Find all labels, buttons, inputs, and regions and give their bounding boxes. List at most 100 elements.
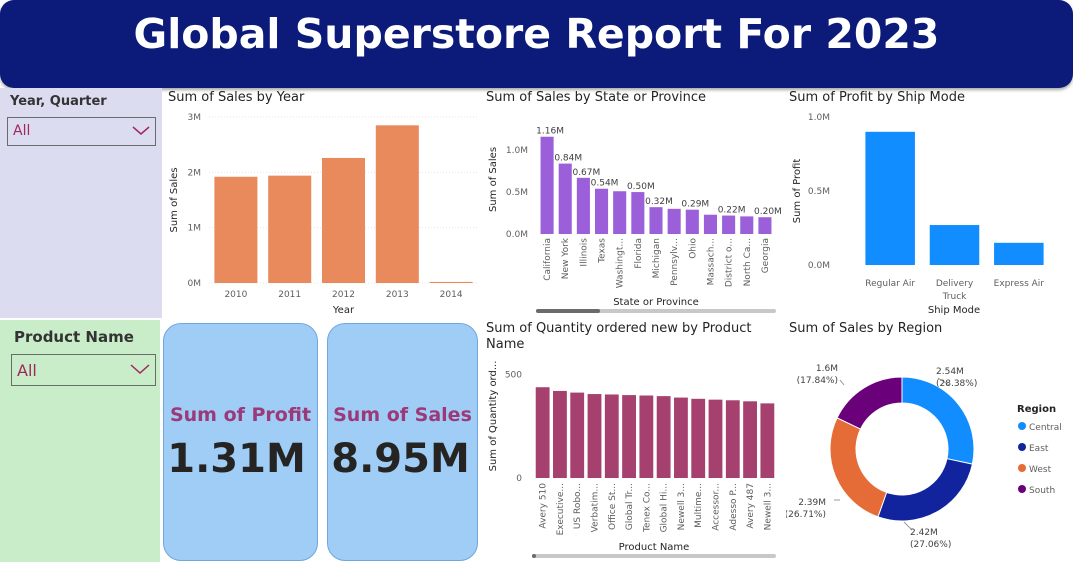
product-name-selected-value: All	[17, 361, 37, 380]
sales-card-value: 8.95M	[331, 436, 470, 482]
sales-by-year-chart: 0M 1M 2M 3M 2010 2011 2012 2013 2014 Year Sum of S…	[169, 113, 478, 316]
bar	[321, 157, 366, 283]
data-label: 2.54M	[936, 367, 964, 377]
bar	[214, 176, 258, 283]
x-tick-label: Global Tr...	[625, 483, 635, 530]
bar	[685, 209, 699, 234]
year-quarter-slicer	[0, 88, 162, 318]
year-quarter-dropdown[interactable]: All	[7, 117, 156, 146]
bar	[570, 392, 585, 478]
sales-by-region-chart: 2.54M (28.38%) 2.42M (27.06%) 2.39M (26.71%) 1…	[786, 364, 1062, 550]
data-label: (28.38%)	[936, 379, 977, 389]
y-tick-label: 2M	[188, 168, 202, 178]
donut-slice	[829, 417, 888, 518]
x-tick-label: Verbatim...	[591, 483, 601, 532]
sales-by-year-title: Sum of Sales by Year	[168, 90, 305, 105]
quantity-by-product-title: Sum of Quantity ordered new by Product N…	[486, 321, 752, 352]
x-tick-label: Washingt...	[616, 238, 626, 288]
x-tick-label: Newell 3...	[677, 483, 687, 530]
bar	[691, 398, 706, 478]
bar	[631, 192, 645, 234]
data-label: 0.67M	[572, 168, 600, 178]
y-tick-label: 0	[516, 474, 522, 484]
x-tick-label: Tenex Co...	[642, 483, 652, 533]
y-tick-label: 3M	[188, 113, 202, 123]
x-tick-label: Florida	[634, 238, 644, 269]
bar	[375, 125, 419, 283]
bar	[613, 191, 627, 234]
data-label: 0.84M	[554, 154, 582, 164]
bar	[576, 177, 590, 234]
bar	[535, 387, 550, 478]
y-axis-title: Sum of Profit	[792, 159, 803, 224]
y-tick-label: 0.5M	[808, 187, 830, 197]
horizontal-scrollbar-thumb	[532, 554, 536, 558]
bar	[540, 136, 554, 234]
product-name-slicer-title: Product Name	[14, 328, 134, 346]
bar	[740, 216, 754, 234]
bar	[587, 394, 602, 478]
product-name-dropdown[interactable]: All	[11, 354, 156, 386]
bar	[656, 396, 671, 478]
x-tick-label: 2011	[278, 290, 301, 300]
x-tick-label: North Ca...	[743, 238, 753, 286]
profit-card: Sum of Profit 1.31M	[163, 323, 318, 561]
x-tick-label: New York	[561, 237, 571, 279]
x-tick-label: Accessor...	[712, 483, 722, 531]
horizontal-scrollbar-track	[532, 554, 776, 558]
legend-title: Region	[1017, 404, 1056, 415]
year-quarter-slicer-title: Year, Quarter	[10, 94, 107, 109]
bar	[929, 225, 980, 265]
chevron-down-icon	[130, 364, 150, 375]
sales-by-state-chart: 0.0M 0.5M 1.0M 1.16M California 0.84M New York…	[488, 127, 782, 313]
data-label-leader	[839, 379, 845, 386]
x-tick-label: Michigan	[652, 238, 662, 278]
data-label: 0.20M	[754, 207, 782, 217]
y-tick-label: 0.0M	[808, 261, 830, 271]
x-tick-label: Regular Air	[865, 279, 915, 289]
profit-by-ship-mode-title: Sum of Profit by Ship Mode	[789, 90, 965, 105]
x-tick-label: Georgia	[761, 238, 771, 273]
donut-slice	[877, 458, 973, 522]
x-tick-label: Massach...	[706, 238, 716, 285]
x-tick-label: Illinois	[579, 238, 589, 267]
data-label: (26.71%)	[786, 510, 826, 520]
product-name-slicer	[0, 320, 160, 562]
y-tick-label: 0.0M	[506, 230, 528, 240]
x-tick-label: Multime...	[694, 483, 704, 528]
bar	[667, 208, 681, 234]
bar	[558, 163, 572, 234]
y-axis-title: Sum of Sales	[488, 147, 499, 212]
data-label-leader	[903, 521, 913, 531]
bar	[760, 403, 775, 478]
data-label: 2.39M	[798, 498, 826, 508]
x-tick-label: Adesso P...	[729, 483, 739, 531]
data-label: 2.42M	[910, 528, 938, 538]
legend-marker	[1018, 485, 1026, 493]
bar	[865, 131, 915, 265]
donut-slice	[836, 376, 903, 430]
x-tick-label: District o...	[725, 238, 735, 287]
data-label: (27.06%)	[910, 540, 951, 550]
data-label: 0.32M	[645, 197, 673, 207]
legend-marker	[1018, 464, 1026, 472]
profit-by-ship-mode-chart: 0.0M 0.5M 1.0M Regular Air Delivery Truck Expr…	[792, 113, 1044, 316]
bar	[639, 395, 654, 478]
x-tick-label: California	[543, 238, 553, 281]
year-quarter-selected-value: All	[13, 123, 31, 139]
bar	[708, 399, 723, 478]
legend-label: East	[1029, 444, 1049, 454]
bar	[758, 217, 772, 234]
legend-label: West	[1029, 465, 1052, 475]
y-tick-label: 1.0M	[808, 113, 830, 123]
data-label: 0.54M	[591, 179, 619, 189]
bar	[622, 395, 636, 478]
legend-label: Central	[1029, 423, 1062, 433]
x-tick-label: Executive...	[556, 483, 566, 535]
x-tick-label: 2010	[224, 290, 247, 300]
data-label-leader	[937, 377, 950, 386]
x-tick-label: 2012	[332, 290, 355, 300]
x-tick-label: Newell 3...	[763, 483, 773, 530]
x-tick-label: Global Hi...	[660, 483, 670, 532]
y-tick-label: 0M	[188, 279, 202, 289]
